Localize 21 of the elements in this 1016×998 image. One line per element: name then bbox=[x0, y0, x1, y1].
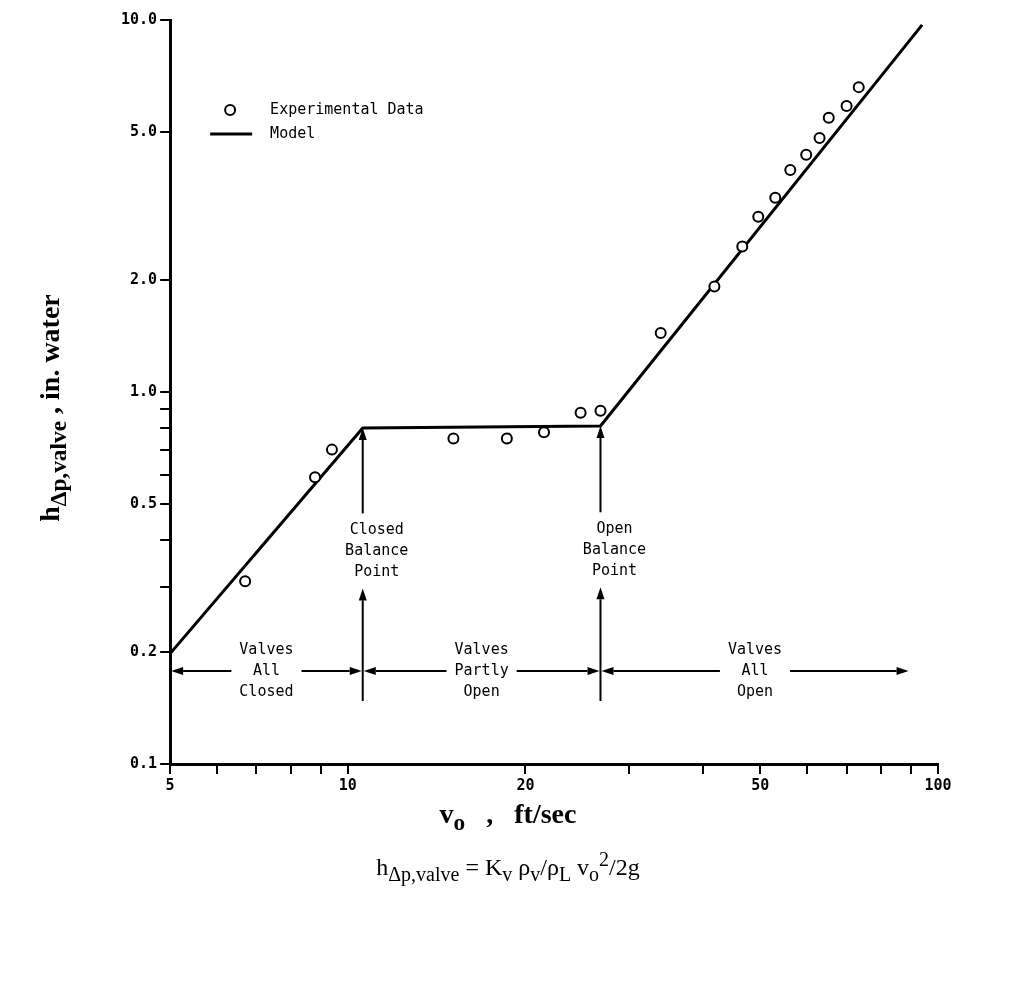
y-tick-label: 0.2 bbox=[130, 641, 158, 660]
x-tick-label: 50 bbox=[751, 775, 770, 794]
x-tick-label: 10 bbox=[338, 775, 357, 794]
y-tick-label: 5.0 bbox=[130, 121, 158, 140]
y-tick-label: 1.0 bbox=[130, 381, 158, 400]
x-tick-label: 100 bbox=[924, 775, 952, 794]
x-axis-title: v$_{o}$ , ft/sec bbox=[438, 798, 578, 836]
legend-label: Experimental Data bbox=[270, 99, 424, 118]
x-tick-label: 5 bbox=[165, 775, 175, 794]
y-tick-label: 0.1 bbox=[130, 753, 158, 772]
y-tick-label: 2.0 bbox=[130, 269, 158, 288]
text: h$_{Δp,valve}$ = K$_{v}$ ρ$_{v}$/ρ$_{L}$ v$_{o}$$^{2}$/2g bbox=[376, 847, 640, 885]
annotation: Valves All Open bbox=[727, 639, 783, 700]
y-tick-label: 10.0 bbox=[121, 9, 158, 28]
y-tick-label: 0.5 bbox=[130, 493, 158, 512]
legend-label: Model bbox=[270, 123, 316, 142]
x-tick-label: 20 bbox=[516, 775, 535, 794]
annotation: Open Balance Point bbox=[582, 518, 647, 579]
annotation: Closed Balance Point bbox=[345, 519, 409, 580]
annotation: Valves All Closed bbox=[239, 639, 294, 700]
annotation: Valves Partly Open bbox=[454, 639, 509, 700]
